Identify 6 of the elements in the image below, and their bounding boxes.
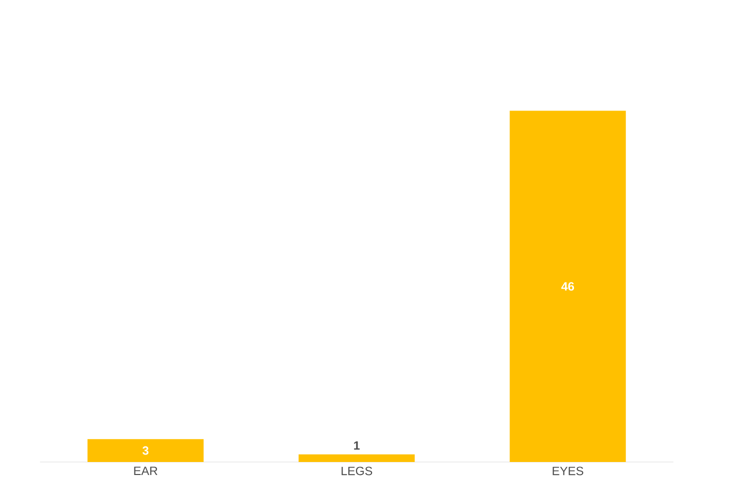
x-tick-label: LEGS	[342, 466, 372, 476]
x-tick-label: EYES	[552, 466, 584, 476]
x-tick-label: EAR	[134, 466, 158, 475]
data-label: 46	[561, 282, 574, 291]
data-label: 1	[354, 441, 360, 450]
data-label: 3	[142, 446, 148, 455]
